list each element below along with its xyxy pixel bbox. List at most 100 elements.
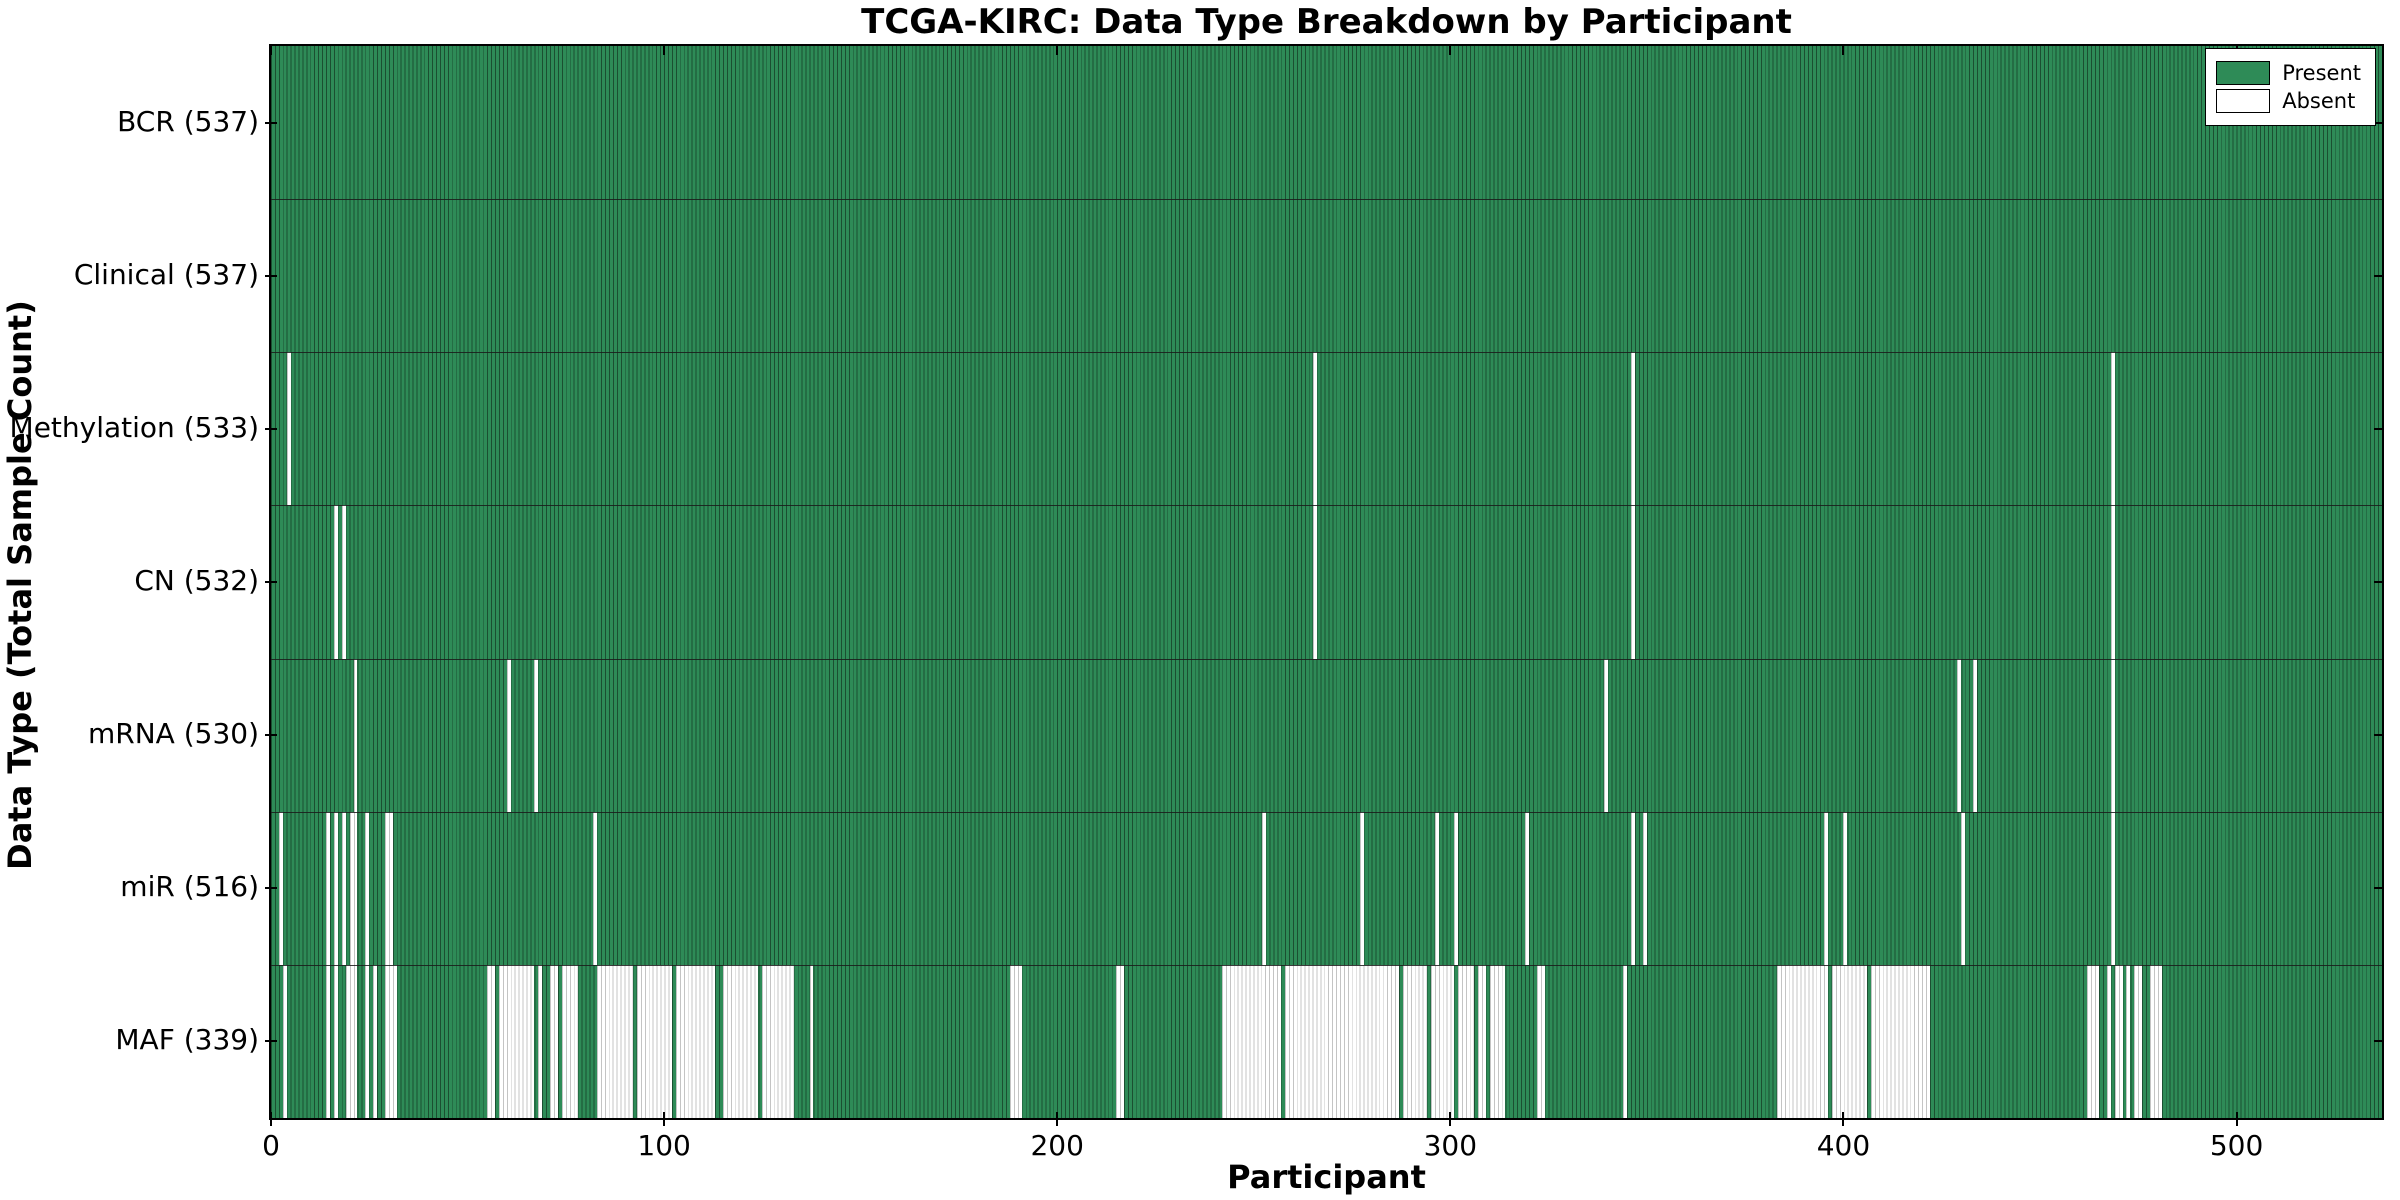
ytick-label-mir: miR (516): [120, 870, 259, 904]
ytick-label-methylation: Methylation (533): [9, 410, 259, 444]
x-tick-mark: [663, 1112, 666, 1126]
row-band-clinical: [271, 199, 2382, 353]
right-tick-mark: [2374, 1040, 2384, 1043]
row-divider: [271, 658, 2382, 660]
absent-bar-maf: [1776, 964, 1828, 1118]
absent-bar-mir: [349, 811, 354, 965]
absent-bar-maf: [2134, 964, 2143, 1118]
absent-bar-maf: [326, 964, 330, 1118]
xtick-label-200: 200: [1030, 1129, 1084, 1162]
absent-bar-methylation: [1312, 352, 1317, 506]
absent-bar-cn: [333, 505, 338, 659]
left-tick-mark: [265, 581, 277, 583]
absent-bar-mir: [388, 811, 393, 965]
absent-bar-mir: [1823, 811, 1828, 965]
absent-bar-maf: [550, 964, 558, 1118]
absent-bar-mir: [1961, 811, 1966, 965]
plot-area: [269, 44, 2384, 1120]
row-band-mrna: [271, 658, 2382, 812]
absent-bar-mir: [333, 811, 338, 965]
left-tick-mark: [265, 274, 277, 277]
absent-bar-maf: [499, 964, 535, 1118]
absent-bar-maf: [1285, 964, 1400, 1118]
ytick-label-mrna: mRNA (530): [87, 717, 259, 751]
right-tick-mark: [2374, 581, 2384, 583]
absent-bar-mir: [385, 811, 389, 965]
absent-bar-mrna: [1973, 658, 1978, 812]
absent-bar-maf: [1623, 964, 1628, 1118]
right-tick-mark: [2374, 121, 2384, 124]
absent-bar-cn: [1312, 505, 1317, 659]
right-tick-mark: [2374, 427, 2384, 430]
x-tick-mark: [1449, 1112, 1452, 1126]
absent-bar-maf: [2087, 964, 2099, 1118]
x-tick-mark-top: [1449, 46, 1452, 55]
absent-bar-maf: [561, 964, 578, 1118]
absent-bar-maf: [1430, 964, 1455, 1118]
row-band-bcr: [271, 46, 2382, 200]
absent-bar-mrna: [2110, 658, 2115, 812]
absent-bar-maf: [333, 964, 338, 1118]
absent-bar-maf: [385, 964, 397, 1118]
ytick-label-bcr: BCR (537): [117, 104, 259, 138]
absent-bar-mrna: [1957, 658, 1962, 812]
legend-label-absent: Absent: [2282, 88, 2356, 113]
absent-bar-mrna: [534, 658, 539, 812]
absent-bar-mir: [353, 811, 358, 965]
x-tick-mark-top: [270, 46, 272, 55]
absent-bar-maf: [365, 964, 370, 1118]
left-tick-mark: [265, 887, 277, 890]
row-band-cn: [271, 505, 2382, 659]
x-tick-mark-top: [663, 46, 666, 55]
row-divider: [271, 964, 2382, 966]
right-tick-mark: [2374, 887, 2384, 890]
present-swatch-icon: [2216, 61, 2271, 85]
absent-bar-mir: [1261, 811, 1266, 965]
absent-bar-maf: [282, 964, 287, 1118]
absent-bar-cn: [1631, 505, 1636, 659]
absent-bar-maf: [1870, 964, 1930, 1118]
ytick-label-clinical: Clinical (537): [73, 257, 259, 291]
xtick-label-300: 300: [1423, 1129, 1478, 1162]
absent-bar-maf: [2150, 964, 2162, 1118]
absent-bar-maf: [2114, 964, 2123, 1118]
absent-bar-mir: [341, 811, 346, 965]
absent-bar-maf: [597, 964, 633, 1118]
left-tick-mark: [265, 427, 277, 430]
absent-bar-mir: [593, 811, 598, 965]
row-band-mir: [271, 811, 2382, 965]
absent-bar-maf: [809, 964, 814, 1118]
legend: Present Absent: [2205, 48, 2376, 126]
absent-bar-mir: [365, 811, 370, 965]
row-divider: [271, 352, 2382, 354]
absent-bar-mrna: [353, 658, 358, 812]
absent-bar-methylation: [2110, 352, 2115, 506]
row-band-methylation: [271, 352, 2382, 506]
legend-label-present: Present: [2282, 60, 2361, 85]
left-tick-mark: [265, 734, 277, 737]
absent-bar-maf: [1010, 964, 1022, 1118]
absent-bar-mir: [1454, 811, 1459, 965]
xtick-label-0: 0: [262, 1129, 280, 1162]
row-divider: [271, 811, 2382, 813]
absent-bar-maf: [345, 964, 358, 1118]
absent-bar-maf: [538, 964, 543, 1118]
x-tick-mark-top: [1056, 46, 1059, 55]
xtick-label-500: 500: [2209, 1129, 2264, 1162]
absent-bar-maf: [487, 964, 496, 1118]
absent-bar-mir: [326, 811, 330, 965]
absent-bar-maf: [1831, 964, 1868, 1118]
absent-bar-mir: [1631, 811, 1636, 965]
absent-swatch-icon: [2216, 89, 2271, 113]
ytick-label-maf: MAF (339): [115, 1023, 259, 1057]
xtick-label-400: 400: [1816, 1129, 1871, 1162]
left-tick-mark: [265, 1040, 277, 1043]
absent-bar-mrna: [1603, 658, 1608, 812]
absent-bar-maf: [675, 964, 716, 1118]
absent-bar-mrna: [506, 658, 511, 812]
absent-bar-maf: [723, 964, 759, 1118]
absent-bar-maf: [636, 964, 672, 1118]
right-tick-mark: [2374, 274, 2384, 277]
x-tick-mark: [1842, 1112, 1845, 1126]
